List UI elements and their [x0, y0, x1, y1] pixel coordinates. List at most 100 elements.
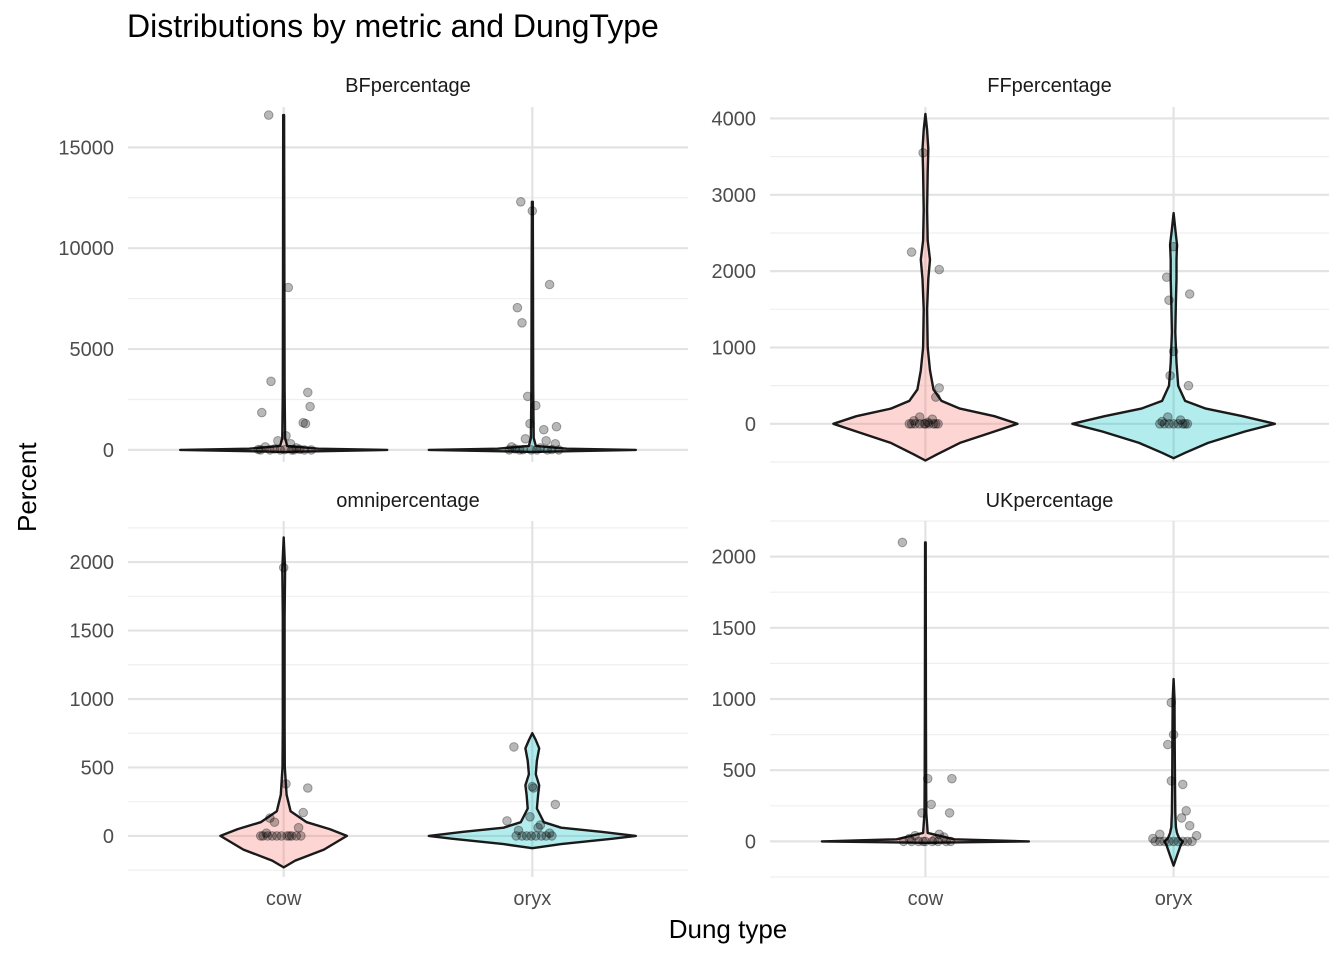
- data-point-oryx: [1159, 419, 1170, 429]
- violin-cow: [832, 112, 1019, 462]
- panel-ffpercentage: 0 1000 2000 3000 4000 FFpercentage: [712, 75, 1329, 463]
- data-point-oryx: [1183, 380, 1194, 391]
- data-point-cow: [285, 439, 296, 449]
- data-point-oryx: [517, 318, 527, 328]
- data-point-cow: [934, 383, 945, 393]
- data-point-cow: [934, 264, 945, 275]
- data-point-cow: [263, 110, 274, 120]
- y-tick-label: 1500: [712, 618, 757, 640]
- data-point-cow: [258, 831, 268, 841]
- data-point-oryx: [1168, 346, 1179, 357]
- y-tick-label: 15000: [58, 137, 114, 159]
- data-point-cow: [299, 445, 310, 455]
- data-point-oryx: [1157, 416, 1167, 427]
- data-point-oryx: [547, 444, 557, 455]
- data-point-cow: [939, 832, 949, 842]
- data-point-cow: [924, 419, 934, 429]
- data-point-oryx: [502, 816, 512, 826]
- data-point-cow: [944, 808, 955, 818]
- data-point-oryx: [1155, 829, 1165, 840]
- data-point-oryx: [533, 822, 543, 833]
- data-point-oryx: [525, 812, 535, 822]
- data-point-oryx: [1178, 836, 1188, 847]
- data-point-cow: [289, 445, 299, 455]
- y-tick-label: 0: [745, 414, 756, 436]
- data-point-cow: [913, 836, 924, 847]
- data-point-oryx: [554, 445, 564, 455]
- data-point-oryx: [531, 400, 541, 411]
- data-point-oryx: [1165, 370, 1175, 381]
- data-point-cow: [941, 836, 951, 847]
- data-point-oryx: [541, 831, 551, 841]
- data-point-cow: [906, 419, 917, 429]
- data-point-cow: [303, 783, 313, 793]
- data-point-oryx: [535, 820, 546, 830]
- data-point-cow: [286, 445, 297, 455]
- data-point-oryx: [544, 279, 555, 290]
- data-point-oryx: [547, 831, 557, 841]
- data-point-oryx: [513, 825, 524, 836]
- data-point-oryx: [1191, 830, 1202, 841]
- data-point-cow: [917, 808, 927, 818]
- data-point-oryx: [541, 436, 551, 446]
- data-point-oryx: [1173, 836, 1183, 847]
- data-point-oryx: [1181, 806, 1191, 816]
- data-point-cow: [931, 392, 941, 402]
- data-point-oryx: [1166, 697, 1177, 708]
- y-tick-label: 500: [723, 760, 756, 782]
- data-point-oryx: [1164, 419, 1174, 429]
- data-point-cow: [914, 412, 925, 422]
- data-point-oryx: [509, 742, 519, 752]
- y-tick-label: 1000: [70, 689, 115, 711]
- y-tick-label: 10000: [58, 238, 114, 260]
- data-point-oryx: [1163, 412, 1173, 422]
- panel-title: omnipercentage: [336, 490, 479, 512]
- data-point-oryx: [506, 442, 517, 452]
- data-point-cow: [303, 387, 313, 398]
- data-point-cow: [933, 419, 943, 429]
- data-point-oryx: [514, 445, 525, 455]
- y-tick-label: 500: [81, 757, 114, 779]
- data-point-cow: [947, 773, 957, 784]
- data-point-oryx: [526, 445, 537, 455]
- data-point-cow: [255, 445, 266, 455]
- data-point-cow: [929, 835, 940, 845]
- data-point-oryx: [1168, 241, 1179, 252]
- data-point-oryx: [535, 443, 546, 453]
- data-point-cow: [306, 445, 317, 455]
- data-point-oryx: [1187, 836, 1197, 847]
- data-point-cow: [291, 443, 302, 453]
- data-point-cow: [933, 836, 943, 847]
- data-point-cow: [257, 407, 267, 418]
- data-point-cow: [918, 836, 928, 847]
- panel-omnipercentage: 0 500 1000 1500 2000 omnipercentage cow oryx: [70, 490, 688, 910]
- data-point-oryx: [527, 781, 538, 792]
- data-point-oryx: [1148, 833, 1158, 844]
- data-point-oryx: [1161, 272, 1172, 283]
- data-point-oryx: [516, 197, 526, 207]
- data-point-oryx: [1168, 836, 1179, 847]
- data-point-cow: [298, 417, 309, 428]
- data-point-oryx: [551, 421, 562, 432]
- data-point-cow: [897, 537, 908, 548]
- data-point-cow: [928, 419, 939, 429]
- y-tick-label: 2000: [712, 547, 757, 569]
- data-point-oryx: [1182, 836, 1193, 847]
- panel-title: BFpercentage: [345, 75, 471, 97]
- data-point-cow: [934, 829, 945, 840]
- data-point-cow: [281, 779, 291, 789]
- data-point-oryx: [1178, 419, 1188, 429]
- data-point-cow: [261, 828, 272, 839]
- y-tick-label: 4000: [712, 108, 757, 130]
- data-point-oryx: [1163, 739, 1173, 750]
- data-point-oryx: [550, 799, 561, 810]
- y-tick-label: 5000: [70, 339, 115, 361]
- data-point-oryx: [504, 445, 515, 455]
- y-tick-label: 1000: [712, 337, 757, 359]
- data-point-cow: [920, 836, 931, 847]
- data-point-cow: [262, 831, 273, 841]
- data-point-oryx: [1182, 419, 1193, 429]
- y-tick-label: 1500: [70, 621, 115, 643]
- data-point-oryx: [520, 434, 531, 444]
